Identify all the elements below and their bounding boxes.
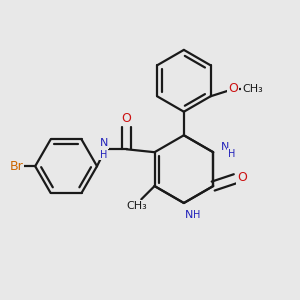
Text: N: N: [221, 142, 230, 152]
Text: H: H: [194, 210, 201, 220]
Text: H: H: [228, 149, 236, 159]
Text: N: N: [185, 210, 193, 220]
Text: H: H: [100, 150, 108, 160]
Text: O: O: [228, 82, 238, 94]
Text: O: O: [237, 171, 247, 184]
Text: N: N: [100, 138, 108, 148]
Text: O: O: [122, 112, 131, 125]
Text: CH₃: CH₃: [127, 201, 147, 211]
Text: CH₃: CH₃: [242, 84, 263, 94]
Text: Br: Br: [10, 160, 23, 173]
